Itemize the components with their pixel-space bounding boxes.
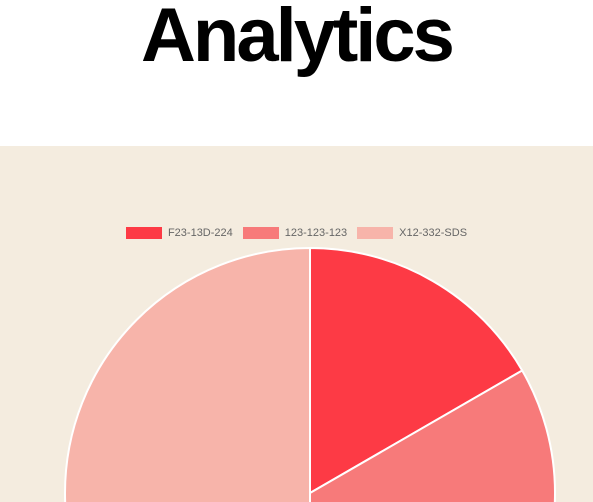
- pie-slice-x12-332-sds[interactable]: [64, 246, 311, 502]
- legend-item-123-123-123[interactable]: 123-123-123: [242, 227, 348, 239]
- pie-slice-123-123-123[interactable]: [309, 369, 557, 502]
- legend-label-f23-13d-224: F23-13D-224: [167, 227, 233, 239]
- legend-item-x12-332-sds[interactable]: X12-332-SDS: [357, 227, 467, 239]
- chart-legend: F23-13D-224 123-123-123 X12-332-SDS: [0, 225, 593, 241]
- legend-label-x12-332-sds: X12-332-SDS: [399, 227, 468, 239]
- pie-slice-f23-13d-224[interactable]: [309, 246, 524, 495]
- page-title: Analytics: [141, 0, 455, 78]
- legend-swatch-123-123-123: [242, 227, 279, 239]
- legend-swatch-f23-13d-224: [125, 227, 162, 239]
- pie-chart: [64, 246, 557, 502]
- legend-item-f23-13d-224[interactable]: F23-13D-224: [125, 227, 233, 239]
- legend-swatch-x12-332-sds: [357, 227, 394, 239]
- chart-panel: F23-13D-224 123-123-123 X12-332-SDS: [0, 146, 593, 502]
- legend-label-123-123-123: 123-123-123: [284, 227, 348, 239]
